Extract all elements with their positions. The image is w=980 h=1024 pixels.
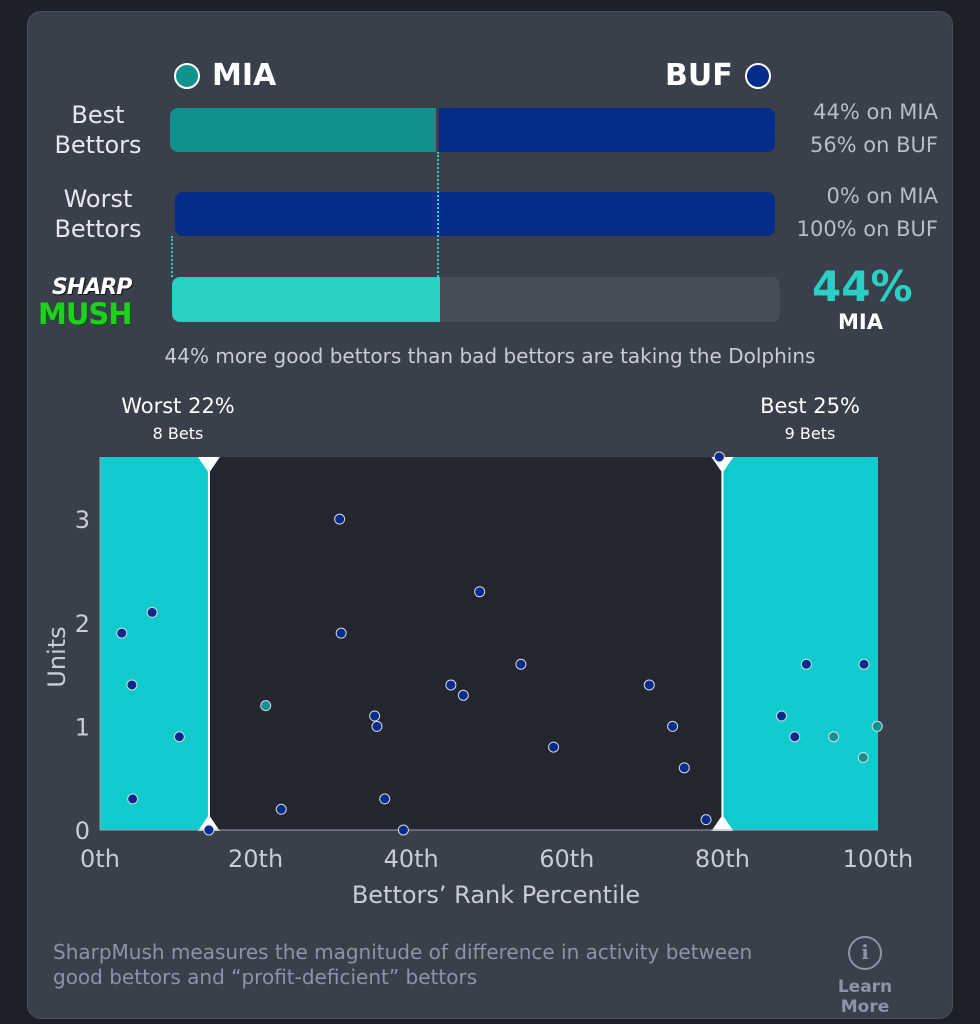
worst-bucket-subtitle: 8 Bets <box>152 424 204 443</box>
info-icon: i <box>848 936 882 970</box>
learn-more-button[interactable]: i Learn More <box>812 936 918 1017</box>
worst-bettors-label-line1: Worst <box>63 185 133 213</box>
sharpmush-bar <box>172 277 780 322</box>
sharpmush-value: 44% <box>812 262 913 311</box>
sharpmush-bar-fill <box>172 277 440 322</box>
sharpmush-card <box>27 11 953 1019</box>
right-team-label: BUF <box>665 58 733 93</box>
best-bettors-pct: 44% on MIA 56% on BUF <box>810 96 938 162</box>
buf-team-dot <box>745 63 771 89</box>
worst-split-connector <box>171 236 173 277</box>
sharpmush-team: MIA <box>838 310 883 334</box>
worst-bettors-bar <box>175 192 775 236</box>
best-bucket-subtitle: 9 Bets <box>784 424 836 443</box>
best-mia-pct-text: 44% on MIA <box>813 100 938 124</box>
left-team-label: MIA <box>212 58 277 93</box>
footer-description: SharpMush measures the magnitude of diff… <box>53 940 753 989</box>
best-bettors-label-line2: Bettors <box>54 131 142 159</box>
best-buf-pct-text: 56% on BUF <box>809 133 938 157</box>
learn-more-label: Learn More <box>837 977 893 1017</box>
worst-bettors-label-line2: Bettors <box>54 215 142 243</box>
worst-mia-pct-text: 0% on MIA <box>826 184 938 208</box>
best-bettors-label: Best Bettors <box>48 100 148 160</box>
best-split-connector <box>437 152 439 277</box>
worst-buf-pct-text: 100% on BUF <box>796 217 938 241</box>
mia-team-dot <box>174 63 200 89</box>
best-bucket-title: Best 25% <box>760 394 860 418</box>
worst-bettors-pct: 0% on MIA 100% on BUF <box>797 180 938 246</box>
worst-bucket-title: Worst 22% <box>121 394 235 418</box>
best-bettors-label-line1: Best <box>71 101 125 129</box>
best-bettors-bar <box>170 108 775 152</box>
best-bettors-buf-segment <box>436 108 775 152</box>
sharpmush-logo-top: SHARP <box>52 275 132 300</box>
summary-text: 44% more good bettors than bad bettors a… <box>164 344 816 368</box>
worst-bettors-buf-segment <box>175 192 775 236</box>
sharpmush-logo-bottom: MUSH <box>38 297 133 331</box>
best-bettors-mia-segment <box>170 108 437 152</box>
worst-bettors-label: Worst Bettors <box>48 184 148 244</box>
